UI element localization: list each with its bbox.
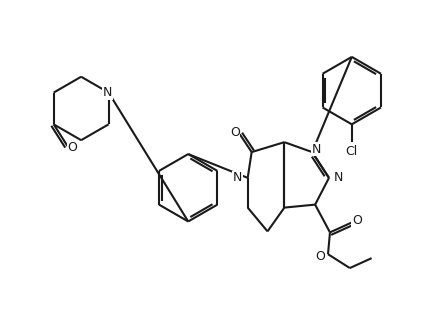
Text: O: O [352,214,362,227]
Text: N: N [233,171,242,185]
Text: N: N [311,143,321,156]
Text: Cl: Cl [345,145,358,157]
Text: N: N [103,86,112,99]
Text: N: N [334,171,344,185]
Text: O: O [230,126,240,139]
Text: O: O [315,250,325,263]
Text: O: O [68,141,78,154]
